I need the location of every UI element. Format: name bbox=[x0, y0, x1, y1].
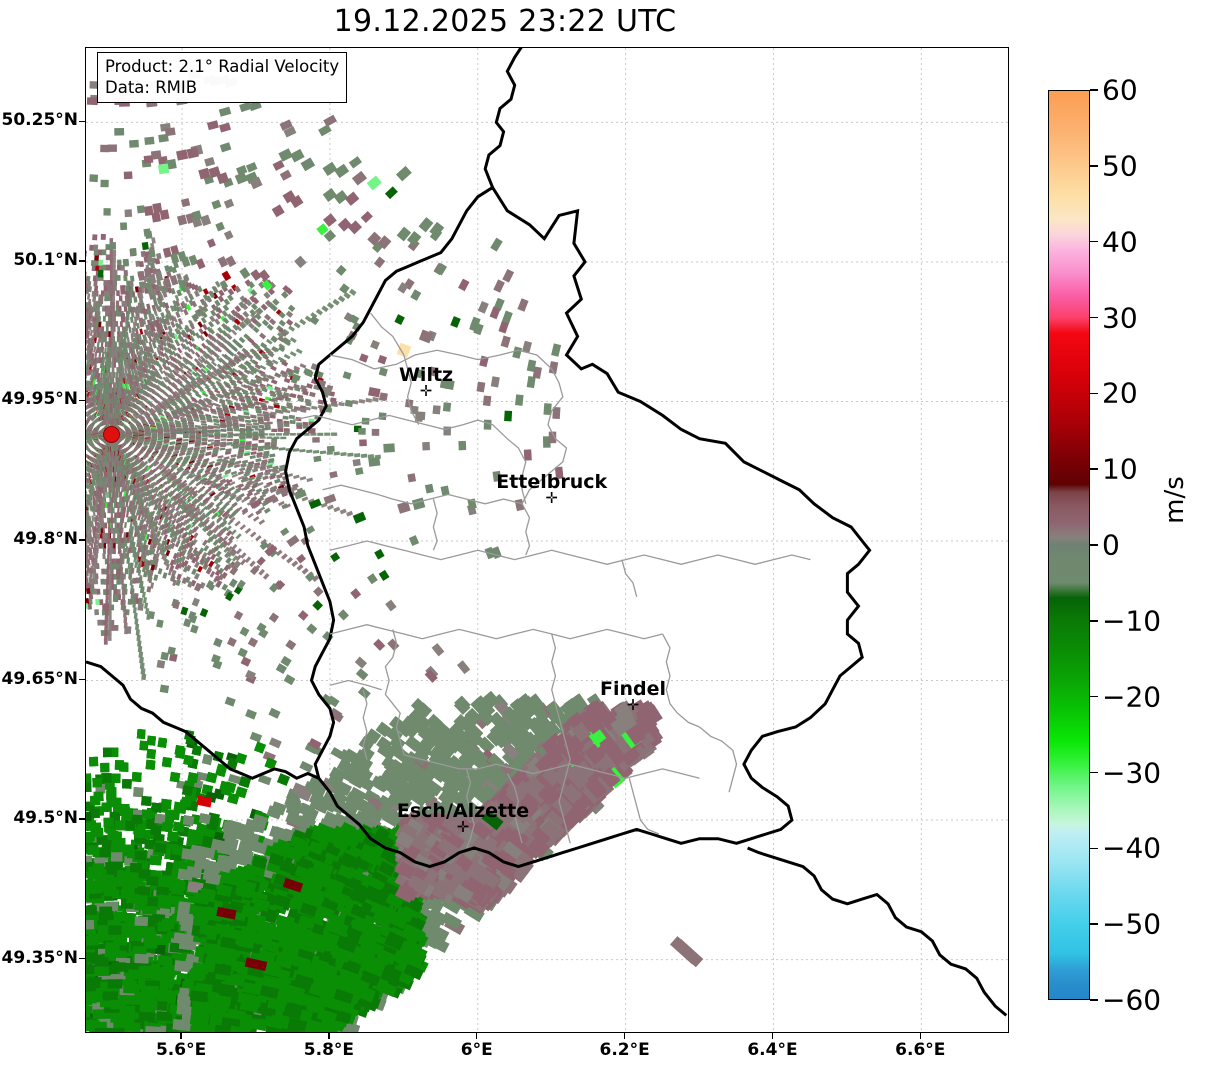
longitude-tick-label: 6°E bbox=[461, 1040, 493, 1060]
colorbar-tick-label: −40 bbox=[1102, 832, 1161, 865]
canton-border bbox=[330, 541, 811, 564]
city-cross-icon: ✛ bbox=[397, 823, 529, 832]
tick-text: 49.5°N bbox=[13, 808, 78, 828]
colorbar-tick-label: −20 bbox=[1102, 680, 1161, 713]
tick-text: 50.25°N bbox=[2, 110, 79, 130]
canton-border bbox=[330, 681, 382, 690]
longitude-tick-label: 5.8°E bbox=[304, 1040, 354, 1060]
canton-border bbox=[330, 625, 663, 639]
product-info-box: Product: 2.1° Radial Velocity Data: RMIB bbox=[97, 52, 347, 103]
latitude-tick-label: 50.25°N bbox=[0, 110, 78, 130]
colorbar-tick-mark bbox=[1090, 165, 1098, 167]
longitude-tick-label: 6.4°E bbox=[747, 1040, 797, 1060]
canton-border bbox=[323, 485, 523, 504]
colorbar-unit-label: m/s bbox=[1160, 476, 1190, 524]
tick-text: 5.6°E bbox=[156, 1040, 206, 1060]
city-label-ettelbruck: Ettelbruck ✛ bbox=[496, 471, 607, 503]
colorbar-tick-mark bbox=[1090, 317, 1098, 319]
colorbar-tick-label: 0 bbox=[1102, 529, 1120, 562]
colorbar-tick-mark bbox=[1090, 241, 1098, 243]
latitude-tick-label: 49.5°N bbox=[0, 808, 78, 828]
france-germany-border bbox=[748, 848, 1007, 1015]
longitude-tick-mark bbox=[328, 1033, 329, 1039]
colorbar-tick-mark bbox=[1090, 468, 1098, 470]
map-vector-layer bbox=[86, 48, 1009, 1033]
tick-text: 50.1°N bbox=[13, 250, 78, 270]
velocity-colorbar[interactable] bbox=[1048, 90, 1090, 1000]
tick-text: 49.8°N bbox=[13, 529, 78, 549]
tick-text: 6°E bbox=[461, 1040, 493, 1060]
colorbar-tick-label: 60 bbox=[1102, 74, 1138, 107]
colorbar-tick-mark bbox=[1090, 620, 1098, 622]
tick-text: 49.35°N bbox=[2, 948, 79, 968]
radar-echo-layer bbox=[86, 70, 703, 1033]
longitude-tick-mark bbox=[624, 1033, 625, 1039]
longitude-tick-label: 6.2°E bbox=[599, 1040, 649, 1060]
page-title: 19.12.2025 23:22 UTC bbox=[0, 4, 1010, 39]
tick-text: 49.95°N bbox=[2, 389, 79, 409]
map-canvas: Wiltz ✛ Ettelbruck ✛ Findel ✛ Esch/Alzette ✛ Pr… bbox=[86, 48, 1008, 1032]
city-label-esch-alzette: Esch/Alzette ✛ bbox=[397, 800, 529, 832]
city-label-wiltz: Wiltz ✛ bbox=[399, 364, 453, 396]
longitude-tick-mark bbox=[920, 1033, 921, 1039]
city-cross-icon: ✛ bbox=[496, 494, 607, 503]
colorbar-tick-mark bbox=[1090, 393, 1098, 395]
colorbar-tick-mark bbox=[1090, 772, 1098, 774]
belgium-germany-border-north bbox=[485, 48, 522, 187]
canton-border bbox=[700, 727, 737, 792]
colorbar-tick-label: 40 bbox=[1102, 225, 1138, 258]
colorbar-tick-label: −60 bbox=[1102, 984, 1161, 1017]
longitude-tick-mark bbox=[180, 1033, 181, 1039]
city-cross-icon: ✛ bbox=[600, 701, 666, 710]
colorbar-tick-mark bbox=[1090, 696, 1098, 698]
colorbar-tick-label: 20 bbox=[1102, 377, 1138, 410]
latitude-tick-label: 49.65°N bbox=[0, 669, 78, 689]
tick-text: 6.6°E bbox=[895, 1040, 945, 1060]
latitude-tick-label: 49.95°N bbox=[0, 389, 78, 409]
colorbar-tick-mark bbox=[1090, 544, 1098, 546]
longitude-tick-label: 5.6°E bbox=[156, 1040, 206, 1060]
colorbar-tick-label: 10 bbox=[1102, 453, 1138, 486]
tick-text: 49.65°N bbox=[2, 669, 79, 689]
colorbar-tick-mark bbox=[1090, 89, 1098, 91]
longitude-tick-mark bbox=[772, 1033, 773, 1039]
tick-text: 5.8°E bbox=[304, 1040, 354, 1060]
latitude-tick-label: 50.1°N bbox=[0, 250, 78, 270]
colorbar-tick-label: −50 bbox=[1102, 908, 1161, 941]
canton-border bbox=[522, 504, 529, 555]
map-plot-area[interactable]: Wiltz ✛ Ettelbruck ✛ Findel ✛ Esch/Alzette ✛ Pr… bbox=[85, 47, 1009, 1033]
colorbar-tick-mark bbox=[1090, 848, 1098, 850]
data-source-label: Data: RMIB bbox=[105, 77, 339, 98]
colorbar-tick-label: 50 bbox=[1102, 149, 1138, 182]
radar-velocity-figure: 19.12.2025 23:22 UTC 50.25°N 50.1°N 49.95°… bbox=[0, 0, 1207, 1081]
tick-text: 6.2°E bbox=[599, 1040, 649, 1060]
colorbar-gradient bbox=[1049, 91, 1089, 999]
city-cross-icon: ✛ bbox=[399, 387, 453, 396]
colorbar-tick-label: 30 bbox=[1102, 301, 1138, 334]
canton-border bbox=[629, 778, 659, 834]
colorbar-tick-label: −30 bbox=[1102, 756, 1161, 789]
colorbar-tick-mark bbox=[1090, 999, 1098, 1001]
latitude-tick-label: 49.35°N bbox=[0, 948, 78, 968]
colorbar-tick-label: −10 bbox=[1102, 604, 1161, 637]
canton-border bbox=[433, 499, 437, 550]
latitude-tick-label: 49.8°N bbox=[0, 529, 78, 549]
product-label: Product: 2.1° Radial Velocity bbox=[105, 56, 339, 77]
longitude-tick-mark bbox=[476, 1033, 477, 1039]
colorbar-tick-mark bbox=[1090, 923, 1098, 925]
canton-border bbox=[622, 560, 637, 597]
city-label-findel: Findel ✛ bbox=[600, 678, 666, 710]
longitude-tick-label: 6.6°E bbox=[895, 1040, 945, 1060]
tick-text: 6.4°E bbox=[747, 1040, 797, 1060]
